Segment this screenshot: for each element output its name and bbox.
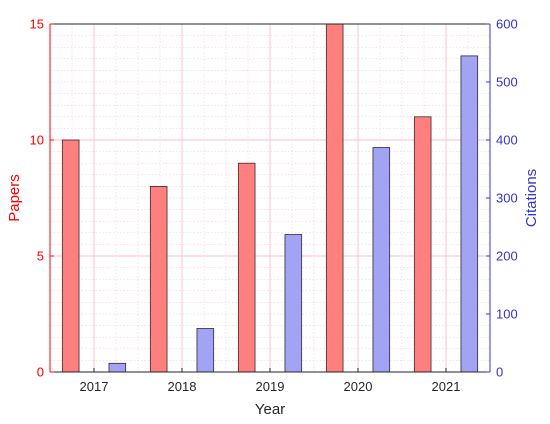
x-axis-title: Year — [255, 401, 285, 418]
bar-citations-2021 — [460, 55, 479, 373]
left-tick-label: 10 — [30, 133, 44, 148]
right-tick-label: 600 — [496, 17, 518, 32]
bar-citations-2019 — [284, 234, 303, 373]
right-tick-label: 500 — [496, 75, 518, 90]
bar-citations-2018 — [196, 328, 215, 373]
bar-papers-2020 — [325, 23, 344, 373]
x-tick-label: 2021 — [432, 379, 461, 394]
left-tick-label: 15 — [30, 17, 44, 32]
bar-citations-2017 — [108, 362, 127, 373]
left-axis-title: Papers — [6, 174, 23, 222]
bar-papers-2019 — [237, 162, 256, 373]
bar-papers-2021 — [413, 116, 432, 373]
left-tick-label: 0 — [37, 365, 44, 380]
right-tick-label: 0 — [496, 365, 503, 380]
x-tick-label: 2020 — [344, 379, 373, 394]
x-tick-label: 2017 — [80, 379, 109, 394]
bar-citations-2020 — [372, 147, 391, 373]
x-tick-label: 2018 — [168, 379, 197, 394]
left-tick-label: 5 — [37, 249, 44, 264]
right-tick-label: 200 — [496, 249, 518, 264]
right-tick-label: 100 — [496, 307, 518, 322]
right-axis-title: Citations — [523, 169, 540, 227]
right-axis-ticks: 0 100 200 300 400 500 600 — [486, 17, 518, 380]
bars — [61, 23, 479, 373]
left-axis-ticks: 0 5 10 15 — [30, 17, 54, 380]
x-tick-label: 2019 — [256, 379, 285, 394]
x-axis-ticks: 2017 2018 2019 2020 2021 — [80, 368, 461, 394]
bar-papers-2017 — [61, 139, 80, 373]
right-tick-label: 400 — [496, 133, 518, 148]
right-tick-label: 300 — [496, 191, 518, 206]
bar-papers-2018 — [149, 185, 168, 373]
